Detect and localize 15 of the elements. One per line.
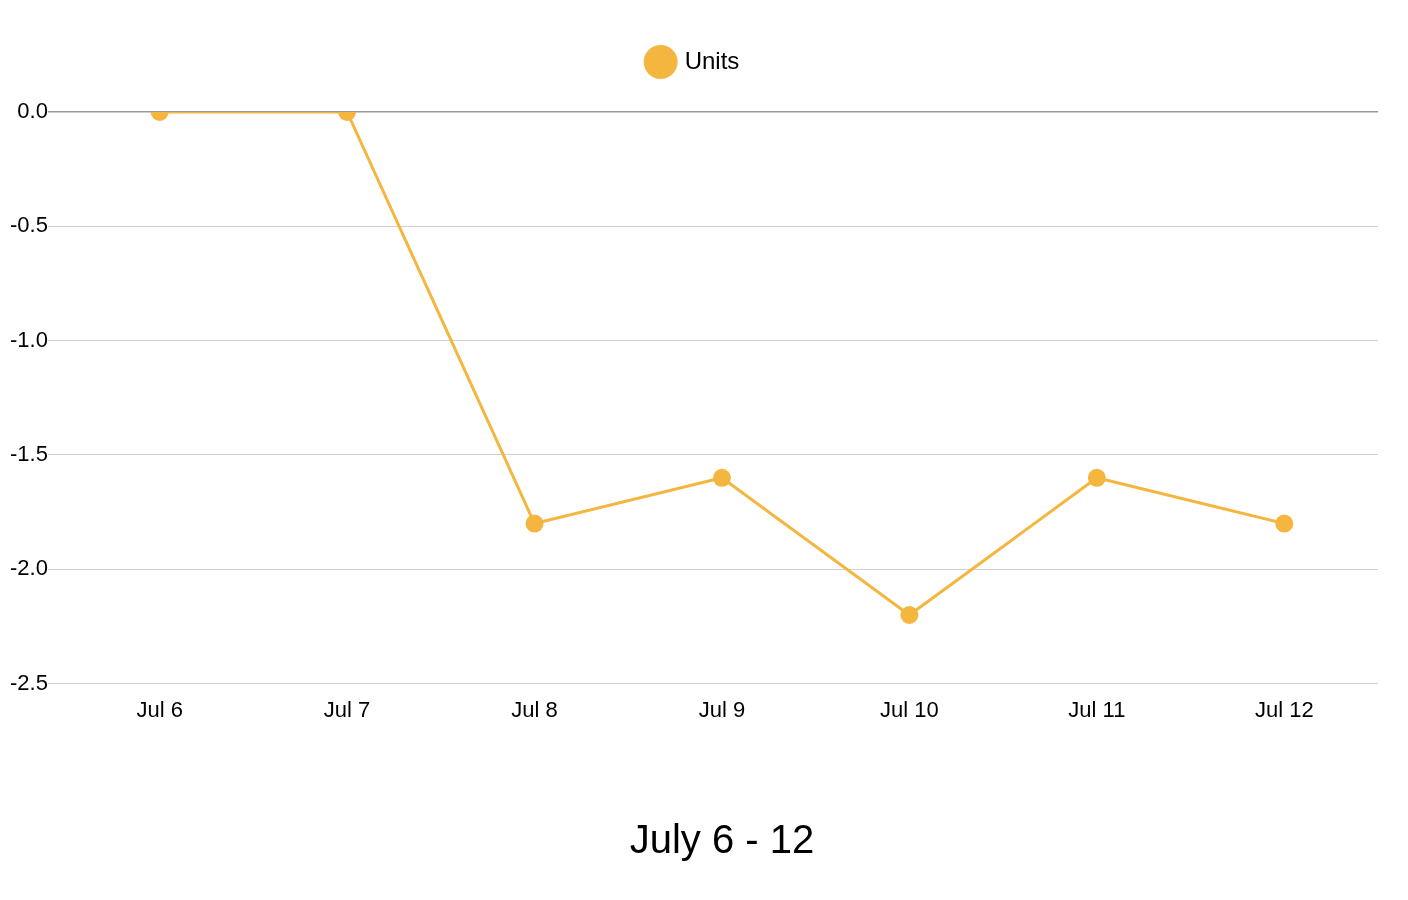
x-tick-label: Jul 12 bbox=[1254, 696, 1314, 722]
x-tick-label: Jul 6 bbox=[136, 696, 183, 722]
y-tick-label: -2.5 bbox=[9, 669, 48, 695]
x-tick-label: Jul 10 bbox=[880, 696, 939, 722]
x-tick-label: Jul 11 bbox=[1068, 696, 1126, 722]
x-tick-label: Jul 9 bbox=[698, 696, 746, 722]
y-tick-label: -2.0 bbox=[9, 555, 48, 581]
y-tick-label: -1.0 bbox=[9, 326, 48, 352]
y-tick-label: -0.5 bbox=[9, 212, 48, 238]
y-tick-label: 0.0 bbox=[17, 98, 48, 124]
x-tick-label: Jul 7 bbox=[323, 696, 371, 722]
x-tick-label: Jul 8 bbox=[511, 696, 558, 722]
y-tick-label: -1.5 bbox=[9, 441, 48, 467]
legend-label: Units bbox=[684, 46, 740, 74]
x-axis-title: July 6 - 12 bbox=[629, 817, 815, 862]
